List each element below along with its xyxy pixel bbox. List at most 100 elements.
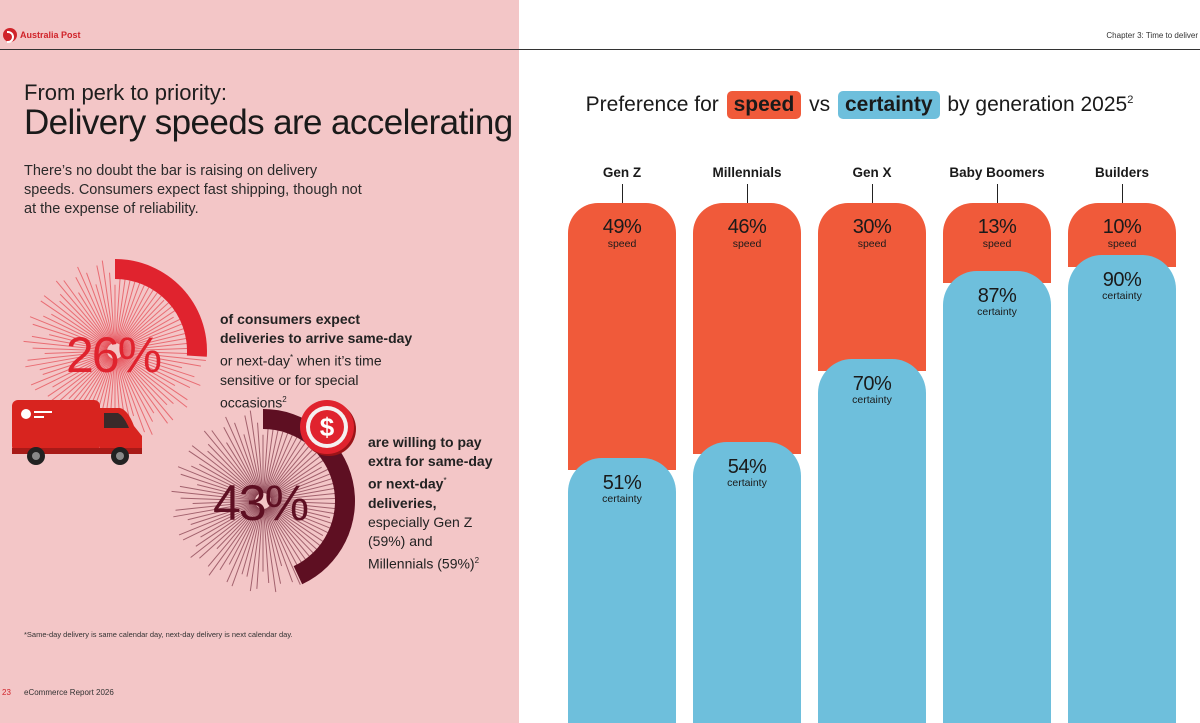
stat1-ray <box>68 356 110 400</box>
stat2-ray <box>246 508 262 577</box>
stat1-ray <box>32 347 108 352</box>
stat1-ray <box>122 353 201 386</box>
stat1-ray <box>120 356 168 406</box>
stat2-ray <box>268 505 322 554</box>
stat2-ray <box>257 422 263 494</box>
stat2-ray <box>191 465 257 498</box>
stat2-ray <box>270 497 338 502</box>
stat2-ray <box>270 482 335 500</box>
stat1-ray <box>86 272 113 344</box>
stat2-ray <box>269 504 324 537</box>
stat1-ray <box>77 266 113 344</box>
stat2-ray <box>268 445 325 497</box>
certainty-bar-baby-boomers <box>943 270 1051 723</box>
page-number: 23 <box>2 688 11 697</box>
stat2-ray <box>175 501 256 511</box>
certainty-value-baby-boomers: 87% <box>977 284 1017 307</box>
stat2-ray <box>203 430 259 496</box>
stat2-ray <box>211 430 259 495</box>
certainty-value-millennials: 54% <box>727 456 767 479</box>
stat1-ray <box>42 352 108 375</box>
stat2-ray <box>208 507 259 576</box>
footnote: *Same-day delivery is same calendar day,… <box>24 630 293 639</box>
gen-tick-gen-x <box>872 184 873 203</box>
stat2-ray <box>197 484 256 500</box>
stat2-ray <box>270 502 331 519</box>
stat2-ray <box>180 473 256 500</box>
stat2-ray <box>266 435 305 495</box>
stat2-ray <box>231 508 261 587</box>
gen-label-builders: Builders <box>1094 165 1149 180</box>
stat2-ray <box>190 505 258 558</box>
stat2-ray <box>216 506 258 550</box>
stat1-ray <box>39 352 108 371</box>
certainty-label-gen-z: certainty <box>602 492 642 505</box>
stat2-ray <box>243 434 262 494</box>
stat2-ray <box>269 466 322 498</box>
stat1-ray <box>31 335 108 351</box>
stat1-ray <box>120 295 177 347</box>
stat2-ray <box>263 508 270 584</box>
stat2-ray <box>226 508 261 583</box>
chart-title-a: Preference for <box>585 93 719 116</box>
stat2-rest: especially Gen Z (59%) and Millennials (… <box>368 513 475 572</box>
speed-value-gen-z: 49% <box>602 216 642 238</box>
chapter-label: Chapter 3: Time to deliver <box>1106 31 1198 40</box>
stat1-ray <box>44 350 108 354</box>
stat2-ray <box>244 415 262 494</box>
stat1-ray <box>51 313 109 348</box>
chart-title-certainty-pill: certainty <box>837 91 940 119</box>
stat1-ray <box>122 351 206 362</box>
stat2-ray <box>270 500 342 505</box>
stat1-ray <box>40 300 109 347</box>
stat1-star: * <box>290 353 294 362</box>
stat2-ray <box>225 416 261 494</box>
gen-tick-gen-z <box>622 184 623 203</box>
stat1-ray <box>29 316 108 349</box>
stat1-ray <box>118 357 155 414</box>
certainty-label-gen-x: certainty <box>852 394 892 406</box>
gen-label-gen-x: Gen X <box>852 165 892 180</box>
stat2-ray <box>219 507 260 571</box>
certainty-bar-builders <box>1068 255 1176 723</box>
header-rule-left <box>0 49 519 50</box>
chart-title-speed-pill: speed <box>726 91 802 119</box>
stat2-star: * <box>443 476 447 485</box>
brand[interactable]: Australia Post <box>3 28 81 43</box>
stat1-ray <box>116 281 136 344</box>
stat2-radial-graphic <box>171 409 355 593</box>
certainty-bar-gen-z <box>568 457 676 723</box>
stat2-ray <box>207 443 258 496</box>
speed-bar-millennials <box>693 203 801 455</box>
stat2-ray <box>190 502 256 525</box>
stat2-sup: 2 <box>474 555 480 565</box>
stat1-ray <box>122 352 195 378</box>
stat1-ray <box>117 358 153 435</box>
stat2-description: are willing to pay extra for same-day or… <box>368 433 498 573</box>
stat2-ray <box>268 506 316 556</box>
stat1-ray <box>55 280 111 346</box>
stat1-ray <box>49 334 108 350</box>
brand-name: Australia Post <box>20 30 81 40</box>
stat1-ray <box>63 280 111 345</box>
van-icon <box>12 400 142 465</box>
stat2-bold: are willing to pay extra for same-day or… <box>368 434 493 492</box>
stat2-ray <box>249 410 263 494</box>
gen-label-gen-z: Gen Z <box>602 165 642 180</box>
speed-bar-baby-boomers <box>943 203 1051 283</box>
stat2-ray <box>249 508 263 592</box>
report-name: eCommerce Report 2026 <box>24 688 114 697</box>
speed-label-millennials: speed <box>732 238 762 250</box>
chart-title-vs: vs <box>809 93 831 116</box>
stat1-ray <box>118 285 157 345</box>
chart-title: Preference for speed vs certainty by gen… <box>519 91 1200 119</box>
speed-value-millennials: 46% <box>727 216 767 238</box>
stat2-ray <box>264 421 281 494</box>
stat2-ray <box>177 466 256 499</box>
header-rule-right <box>519 49 1200 50</box>
stat1-arc <box>115 259 207 357</box>
gen-tick-millennials <box>747 184 748 203</box>
stat1-ray <box>121 354 191 388</box>
stat2-ray <box>264 431 284 494</box>
stat1-ray <box>119 356 174 421</box>
